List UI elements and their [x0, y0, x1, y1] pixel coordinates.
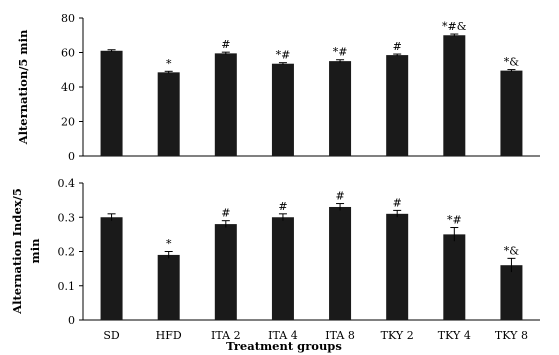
alternation-y-tick-label: 0 — [68, 150, 75, 163]
alternation-index-significance-label: # — [278, 200, 287, 213]
alternation-chart-y-label: Alternation/5 min — [16, 29, 30, 145]
alternation-index-bar — [100, 217, 123, 320]
alternation-bar — [214, 53, 237, 156]
alternation-index-bar — [500, 265, 523, 320]
alternation-index-significance-label: *& — [504, 244, 520, 257]
alternation-bar — [443, 35, 466, 156]
alternation-index-y-tick-label: 0 — [68, 314, 75, 327]
alternation-index-bar — [329, 206, 352, 320]
alternation-significance-label: # — [221, 38, 230, 51]
alternation-y-tick-label: 40 — [61, 81, 75, 94]
alternation-index-bar — [214, 224, 237, 320]
alternation-y-tick-label: 20 — [61, 116, 75, 129]
alternation-bar — [386, 55, 409, 156]
alternation-index-y-tick-label: 0.4 — [58, 177, 76, 190]
alternation-bar — [100, 50, 123, 156]
alternation-bar — [329, 61, 352, 156]
alternation-significance-label: *#& — [442, 20, 467, 33]
alternation-index-chart-y-label-line2: min — [28, 238, 42, 264]
alternation-index-significance-label: * — [166, 238, 172, 251]
x-tick-label: ITA 8 — [325, 329, 355, 342]
alternation-index-bar — [157, 254, 180, 320]
alternation-index-significance-label: # — [221, 207, 230, 220]
x-tick-label: SD — [103, 329, 120, 342]
alternation-index-bar — [386, 213, 409, 320]
alternation-index-significance-label: # — [393, 196, 402, 209]
alternation-bar — [500, 70, 523, 156]
x-tick-label: ITA 2 — [211, 329, 241, 342]
alternation-bar — [157, 72, 180, 156]
alternation-index-significance-label: # — [335, 190, 344, 203]
alternation-index-significance-label: *# — [447, 214, 462, 227]
alternation-bar — [271, 63, 294, 156]
alternation-significance-label: *# — [276, 49, 291, 62]
alternation-y-tick-label: 60 — [61, 47, 75, 60]
alternation-index-bar — [443, 234, 466, 320]
x-axis-title: Treatment groups — [226, 339, 342, 353]
x-tick-label: TKY 8 — [495, 329, 528, 342]
alternation-index-chart-y-label-line1: Alternation Index/5 — [10, 188, 24, 315]
alternation-index-chart: Alternation Index/5 min Treatment groups… — [10, 177, 540, 353]
alternation-index-y-tick-label: 0.2 — [58, 246, 76, 259]
alternation-index-y-tick-label: 0.3 — [58, 211, 76, 224]
alternation-significance-label: * — [166, 57, 172, 70]
alternation-y-tick-label: 80 — [61, 12, 75, 25]
alternation-significance-label: *# — [333, 46, 348, 59]
x-tick-label: ITA 4 — [268, 329, 298, 342]
alternation-significance-label: *& — [504, 56, 520, 69]
x-tick-label: TKY 4 — [438, 329, 471, 342]
x-tick-label: HFD — [156, 329, 182, 342]
alternation-index-bar — [271, 217, 294, 320]
alternation-index-y-tick-label: 0.1 — [58, 280, 76, 293]
alternation-significance-label: # — [393, 40, 402, 53]
x-tick-label: TKY 2 — [381, 329, 414, 342]
